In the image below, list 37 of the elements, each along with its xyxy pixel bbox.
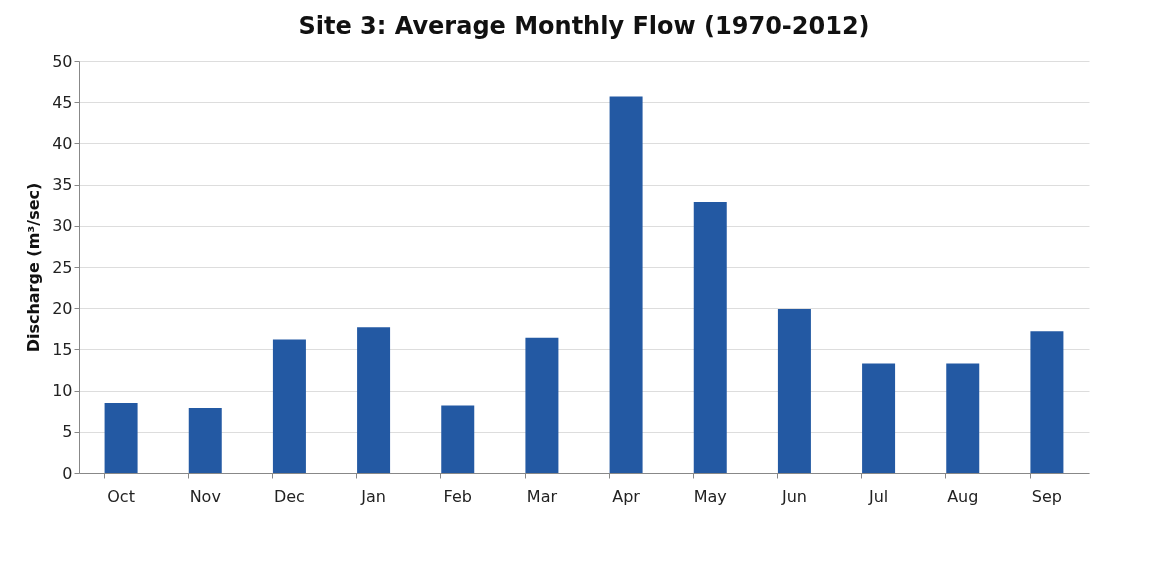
x-tick-label: Dec — [273, 486, 305, 506]
x-tick-label: Aug — [947, 486, 979, 506]
y-tick-label: 25 — [52, 257, 73, 277]
bar — [441, 405, 475, 473]
bar — [777, 309, 811, 473]
bar — [609, 96, 643, 473]
chart-title: Site 3: Average Monthly Flow (1970-2012) — [298, 12, 870, 40]
y-tick-label: 10 — [52, 381, 73, 401]
bar — [525, 337, 559, 473]
x-tick-label: Feb — [443, 486, 472, 506]
y-tick-label: 40 — [52, 133, 73, 153]
y-tick-label: 20 — [52, 298, 73, 318]
y-tick-label: 50 — [52, 51, 73, 71]
bar — [862, 363, 896, 473]
x-tick-label: Jun — [780, 486, 807, 506]
x-tick-label: May — [693, 486, 727, 506]
bar — [1030, 331, 1064, 473]
x-tick-label: Sep — [1031, 486, 1062, 506]
bar — [188, 407, 222, 473]
x-tick-label: Jul — [867, 486, 889, 506]
y-tick-label: 35 — [52, 175, 73, 195]
x-tick-label: Nov — [189, 486, 221, 506]
bar — [104, 402, 138, 473]
x-tick-label: Mar — [526, 486, 558, 506]
y-tick-label: 30 — [52, 216, 73, 236]
x-tick-label: Jan — [360, 486, 386, 506]
y-tick-label: 45 — [52, 92, 73, 112]
bar — [693, 201, 727, 473]
bar — [272, 339, 306, 473]
x-tick-label: Apr — [612, 486, 641, 506]
bar — [946, 363, 980, 473]
y-tick-label: 15 — [52, 339, 73, 359]
y-tick-label: 0 — [62, 463, 73, 483]
bar — [357, 327, 391, 473]
x-tick-label: Oct — [107, 486, 135, 506]
y-tick-label: 5 — [62, 422, 73, 442]
y-axis-title: Discharge (m³/sec) — [24, 182, 44, 353]
